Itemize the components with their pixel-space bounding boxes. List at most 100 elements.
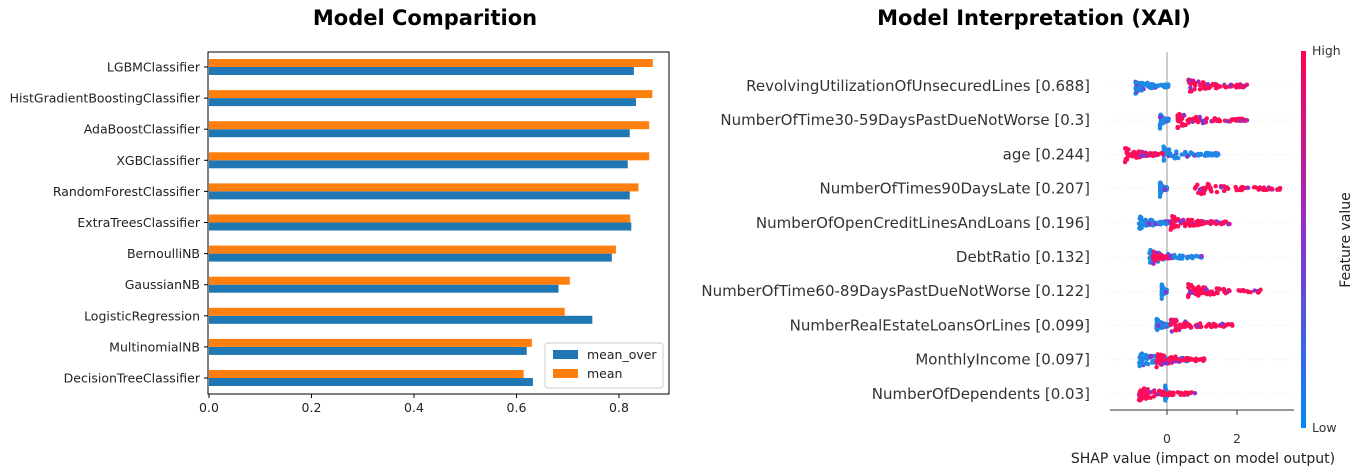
shap-point xyxy=(1188,356,1193,361)
shap-point xyxy=(1183,150,1188,155)
shap-point xyxy=(1241,288,1246,293)
shap-x-axis-label: SHAP value (impact on model output) xyxy=(1071,451,1335,467)
shap-feature-label: MonthlyIncome [0.097] xyxy=(915,351,1090,369)
colorbar-low-label: Low xyxy=(1312,420,1337,435)
shap-point xyxy=(1174,149,1179,154)
shap-point xyxy=(1158,221,1163,227)
shap-point xyxy=(1206,322,1211,327)
bar-x-tick-label: 0.4 xyxy=(404,400,424,415)
shap-point xyxy=(1221,287,1227,292)
shap-point xyxy=(1222,84,1228,89)
bar-mean_over-10 xyxy=(209,378,533,386)
shap-row-guides xyxy=(1110,85,1294,395)
shap-point xyxy=(1177,256,1183,261)
bar-mean-9 xyxy=(209,338,532,347)
bar-mean-6 xyxy=(209,245,616,254)
shap-point xyxy=(1174,318,1179,323)
bar-x-tick-label: 0.6 xyxy=(507,400,527,415)
shap-chart: Model Interpretation (XAI) RevolvingUtil… xyxy=(701,6,1354,467)
shap-point xyxy=(1275,187,1280,192)
shap-feature-label: NumberOfOpenCreditLinesAndLoans [0.196] xyxy=(756,214,1090,232)
shap-point xyxy=(1199,324,1204,329)
shap-point xyxy=(1187,117,1192,122)
shap-point xyxy=(1137,153,1143,158)
bar-category-label: ExtraTreesClassifier xyxy=(77,215,200,230)
bar-category-label: XGBClassifier xyxy=(116,153,201,168)
shap-point xyxy=(1142,222,1148,227)
shap-point xyxy=(1241,84,1247,89)
shap-feature-label: age [0.244] xyxy=(1003,145,1090,163)
shap-point xyxy=(1174,155,1179,160)
shap-point xyxy=(1223,323,1229,328)
shap-point xyxy=(1191,288,1196,293)
shap-point xyxy=(1197,87,1203,92)
bar-chart: Model Comparition LGBMClassifier HistGrad… xyxy=(10,6,670,415)
shap-point xyxy=(1178,392,1183,398)
shap-point xyxy=(1196,293,1201,298)
shap-point xyxy=(1230,117,1235,123)
shap-point xyxy=(1218,185,1224,190)
legend-label-mean_over: mean_over xyxy=(587,347,657,362)
bar-mean-1 xyxy=(209,90,653,99)
shap-point xyxy=(1161,147,1166,153)
shap-point xyxy=(1188,325,1194,330)
shap-point xyxy=(1225,118,1230,124)
shap-point xyxy=(1158,121,1163,126)
shap-chart-title: Model Interpretation (XAI) xyxy=(877,6,1191,30)
shap-point xyxy=(1245,185,1251,191)
colorbar-high-label: High xyxy=(1312,43,1341,58)
shap-point xyxy=(1136,80,1142,86)
shap-point xyxy=(1198,287,1203,292)
shap-point xyxy=(1167,219,1172,225)
shap-point xyxy=(1219,321,1225,327)
shap-point xyxy=(1198,83,1203,88)
shap-point xyxy=(1245,289,1251,295)
shap-feature-labels: RevolvingUtilizationOfUnsecuredLines [0.… xyxy=(701,77,1090,403)
shap-point xyxy=(1144,390,1149,396)
bar-mean-8 xyxy=(209,307,565,316)
bar-mean_over-1 xyxy=(209,98,636,107)
shap-point xyxy=(1157,388,1162,394)
shap-point xyxy=(1181,112,1187,118)
shap-point xyxy=(1148,354,1153,360)
shap-point xyxy=(1139,359,1145,364)
shap-point xyxy=(1214,189,1220,195)
shap-feature-label: NumberOfDependents [0.03] xyxy=(872,385,1090,403)
shap-point xyxy=(1123,157,1128,162)
shap-point xyxy=(1208,186,1213,191)
shap-point xyxy=(1179,116,1184,122)
shap-point xyxy=(1186,120,1192,125)
shap-point xyxy=(1159,296,1164,301)
shap-point xyxy=(1156,359,1161,365)
shap-point xyxy=(1201,118,1206,124)
shap-point xyxy=(1196,190,1201,196)
shap-point xyxy=(1132,149,1137,155)
bar-mean_over-6 xyxy=(209,253,612,262)
shap-point xyxy=(1167,254,1172,259)
shap-feature-label: NumberOfTime30-59DaysPastDueNotWorse [0.… xyxy=(720,111,1090,129)
shap-point xyxy=(1163,385,1168,390)
bar-mean-0 xyxy=(209,59,653,67)
shap-point xyxy=(1192,117,1197,122)
shap-point xyxy=(1191,223,1196,228)
shap-point xyxy=(1150,260,1156,266)
shap-point xyxy=(1148,395,1153,400)
shap-point xyxy=(1209,83,1215,88)
shap-point xyxy=(1141,355,1146,361)
shap-point xyxy=(1160,323,1165,328)
shap-point xyxy=(1238,118,1244,123)
shap-point xyxy=(1214,118,1220,124)
shap-point xyxy=(1164,254,1169,260)
shap-point xyxy=(1143,81,1149,86)
shap-point xyxy=(1186,282,1191,287)
shap-feature-label: DebtRatio [0.132] xyxy=(956,248,1090,266)
shap-point xyxy=(1159,282,1165,288)
shap-point xyxy=(1155,151,1160,157)
bar-category-label: LogisticRegression xyxy=(84,308,200,323)
shap-point xyxy=(1257,185,1263,190)
shap-feature-label: NumberOfTime60-89DaysPastDueNotWorse [0.… xyxy=(701,282,1090,300)
shap-point xyxy=(1138,352,1144,357)
bar-mean-4 xyxy=(209,183,639,192)
shap-point xyxy=(1204,116,1209,121)
